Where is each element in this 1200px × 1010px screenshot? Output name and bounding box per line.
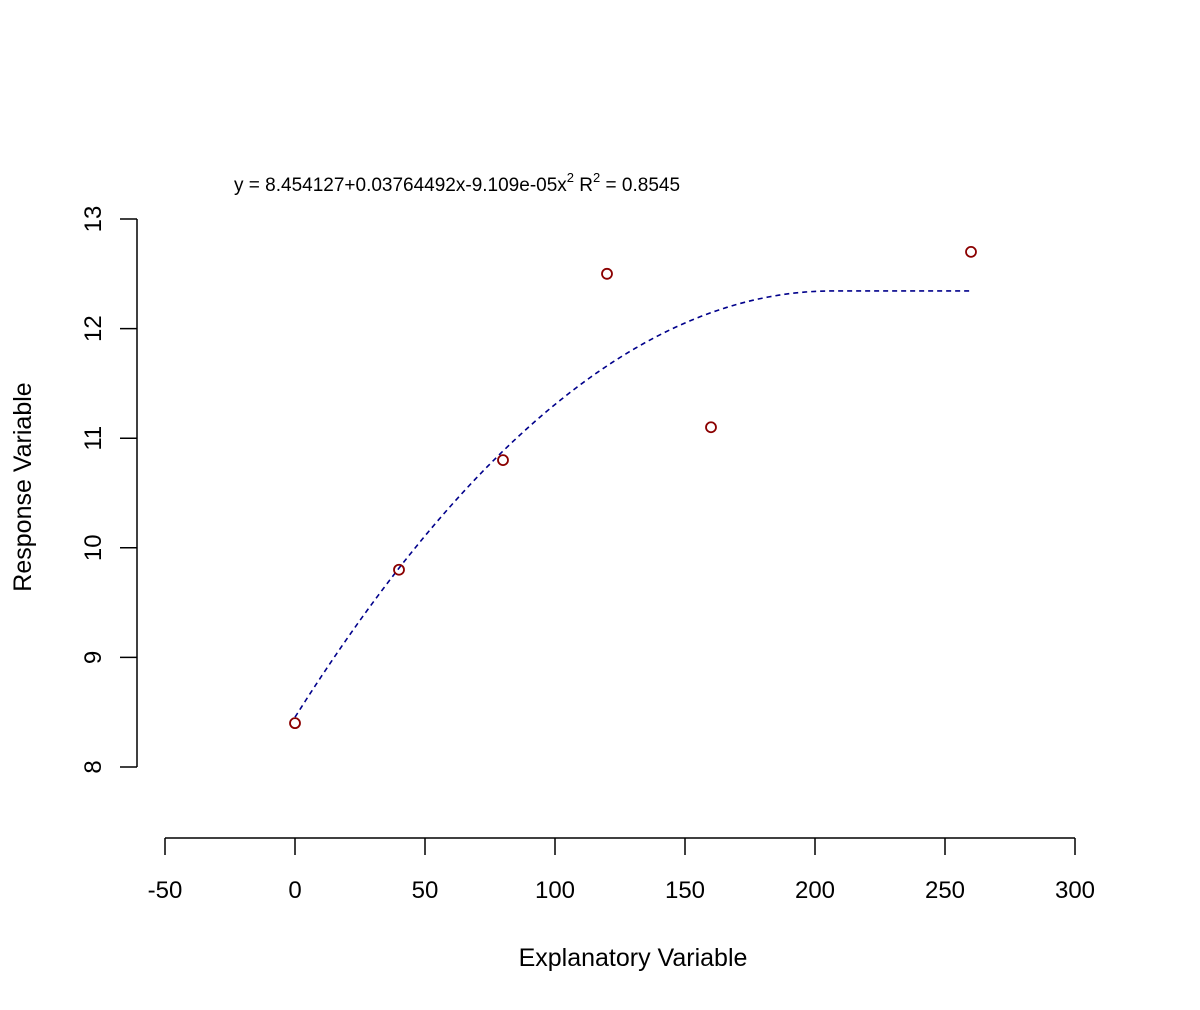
y-tick-label: 11 xyxy=(80,426,107,451)
y-axis: 8 9 10 11 12 13 xyxy=(80,206,138,774)
fit-curve xyxy=(294,290,971,718)
y-tick-label: 13 xyxy=(80,206,107,233)
data-point xyxy=(393,563,405,576)
x-axis-title: Explanatory Variable xyxy=(519,944,748,972)
y-tick-label: 10 xyxy=(80,534,107,561)
y-tick-label: 12 xyxy=(80,315,107,342)
x-tick-label: 200 xyxy=(795,877,835,904)
y-axis-title: Response Variable xyxy=(9,382,37,591)
y-tick-label: 8 xyxy=(80,760,107,773)
x-axis: -50 0 50 100 150 200 250 300 xyxy=(148,837,1095,904)
equation-mid: R xyxy=(574,175,593,196)
data-point xyxy=(289,717,301,730)
data-points-layer xyxy=(289,245,977,730)
fit-curve-layer xyxy=(294,290,971,718)
data-point xyxy=(705,421,717,434)
x-tick-label: 150 xyxy=(665,877,705,904)
x-tick-label: 300 xyxy=(1055,877,1095,904)
equation-text: y = 8.454127+0.03764492x-9.109e-05x2 R2 … xyxy=(234,170,680,196)
y-tick-label: 9 xyxy=(80,651,107,664)
data-point xyxy=(497,454,509,467)
x-tick-label: 100 xyxy=(535,877,575,904)
equation-suffix: = 0.8545 xyxy=(600,175,680,196)
x-tick-label: 50 xyxy=(412,877,439,904)
x-tick-label: -50 xyxy=(148,877,183,904)
data-point xyxy=(601,267,613,280)
equation-exp1: 2 xyxy=(567,170,574,185)
x-tick-label: 250 xyxy=(925,877,965,904)
x-tick-label: 0 xyxy=(288,877,301,904)
equation-label: y = 8.454127+0.03764492x-9.109e-05x2 R2 … xyxy=(234,170,680,196)
equation-prefix: y = 8.454127+0.03764492x-9.109e-05x xyxy=(234,175,567,196)
equation-exp2: 2 xyxy=(593,170,600,185)
data-point xyxy=(965,245,977,258)
